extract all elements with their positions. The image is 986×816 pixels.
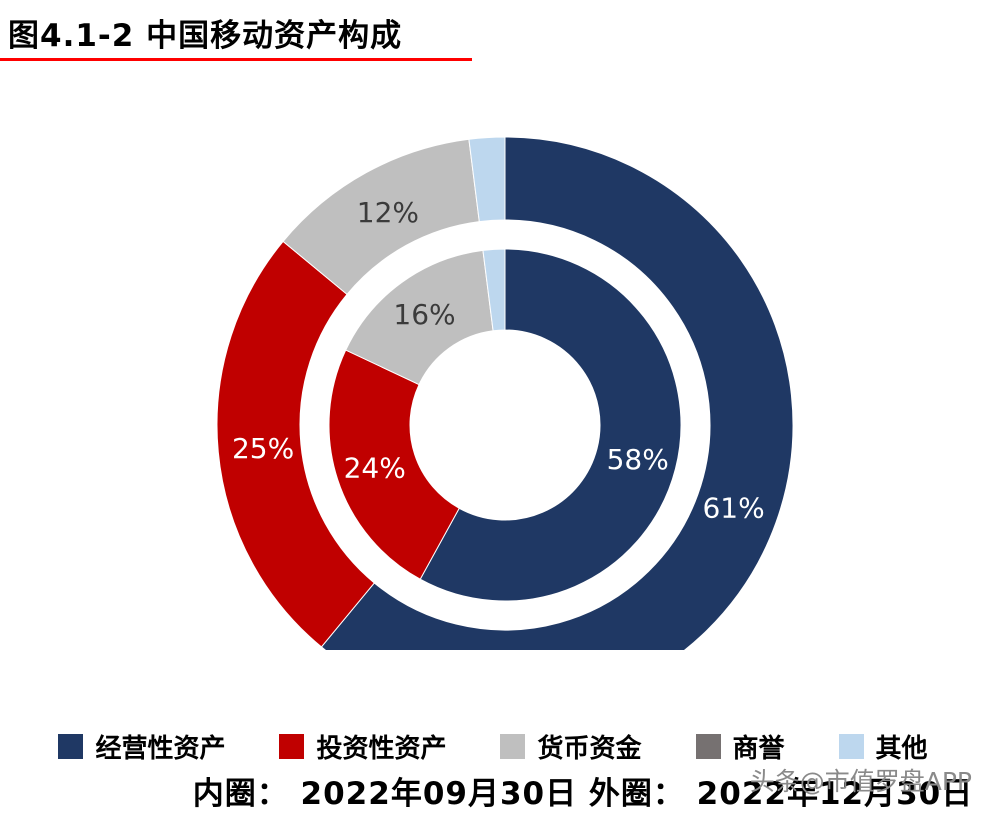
legend-swatch-4 [838, 734, 864, 759]
legend-label-3: 商誉 [732, 734, 785, 764]
legend-label-2: 货币资金 [537, 734, 642, 764]
legend-item-2: 货币资金 [500, 728, 642, 765]
slice-inner-货币资金 [345, 249, 494, 386]
legend-label-4: 其他 [875, 734, 928, 764]
legend-item-0: 经营性资产 [58, 728, 225, 765]
legend-item-4: 其他 [838, 728, 928, 765]
title-underline [0, 58, 472, 61]
chart-title: 图4.1-2 中国移动资产构成 [8, 18, 403, 54]
legend-swatch-2 [500, 734, 526, 759]
slice-inner-其他 [482, 248, 506, 332]
legend-item-1: 投资性资产 [279, 728, 446, 765]
legend-label-1: 投资性资产 [316, 734, 447, 764]
legend-item-3: 商誉 [695, 728, 785, 765]
slice-outer-经营性资产 [320, 136, 794, 650]
slice-label-inner-投资性资产: 24% [344, 451, 406, 484]
legend-swatch-1 [279, 734, 305, 759]
legend-label-0: 经营性资产 [95, 734, 226, 764]
slice-label-inner-货币资金: 16% [393, 298, 455, 331]
slice-label-inner-经营性资产: 58% [607, 443, 669, 476]
watermark: 头条@市值罗盘APP [749, 767, 972, 796]
slice-outer-其他 [468, 136, 506, 223]
slice-inner-投资性资产 [328, 349, 460, 580]
date-caption: 内圈： 2022年09月30日 外圈： 2022年12月30日 [192, 776, 974, 812]
nested-donut-chart: 61% 25% 12% 58% 24% 16% [216, 136, 794, 650]
slice-label-outer-经营性资产: 61% [702, 491, 764, 524]
chart-legend: 经营性资产 投资性资产 货币资金 商誉 其他 [0, 728, 986, 765]
slice-inner-经营性资产 [419, 248, 682, 602]
slice-label-outer-货币资金: 12% [357, 196, 419, 229]
slice-label-outer-投资性资产: 25% [232, 432, 294, 465]
slice-outer-投资性资产 [216, 240, 376, 648]
legend-swatch-3 [695, 734, 721, 759]
legend-swatch-0 [58, 734, 84, 759]
